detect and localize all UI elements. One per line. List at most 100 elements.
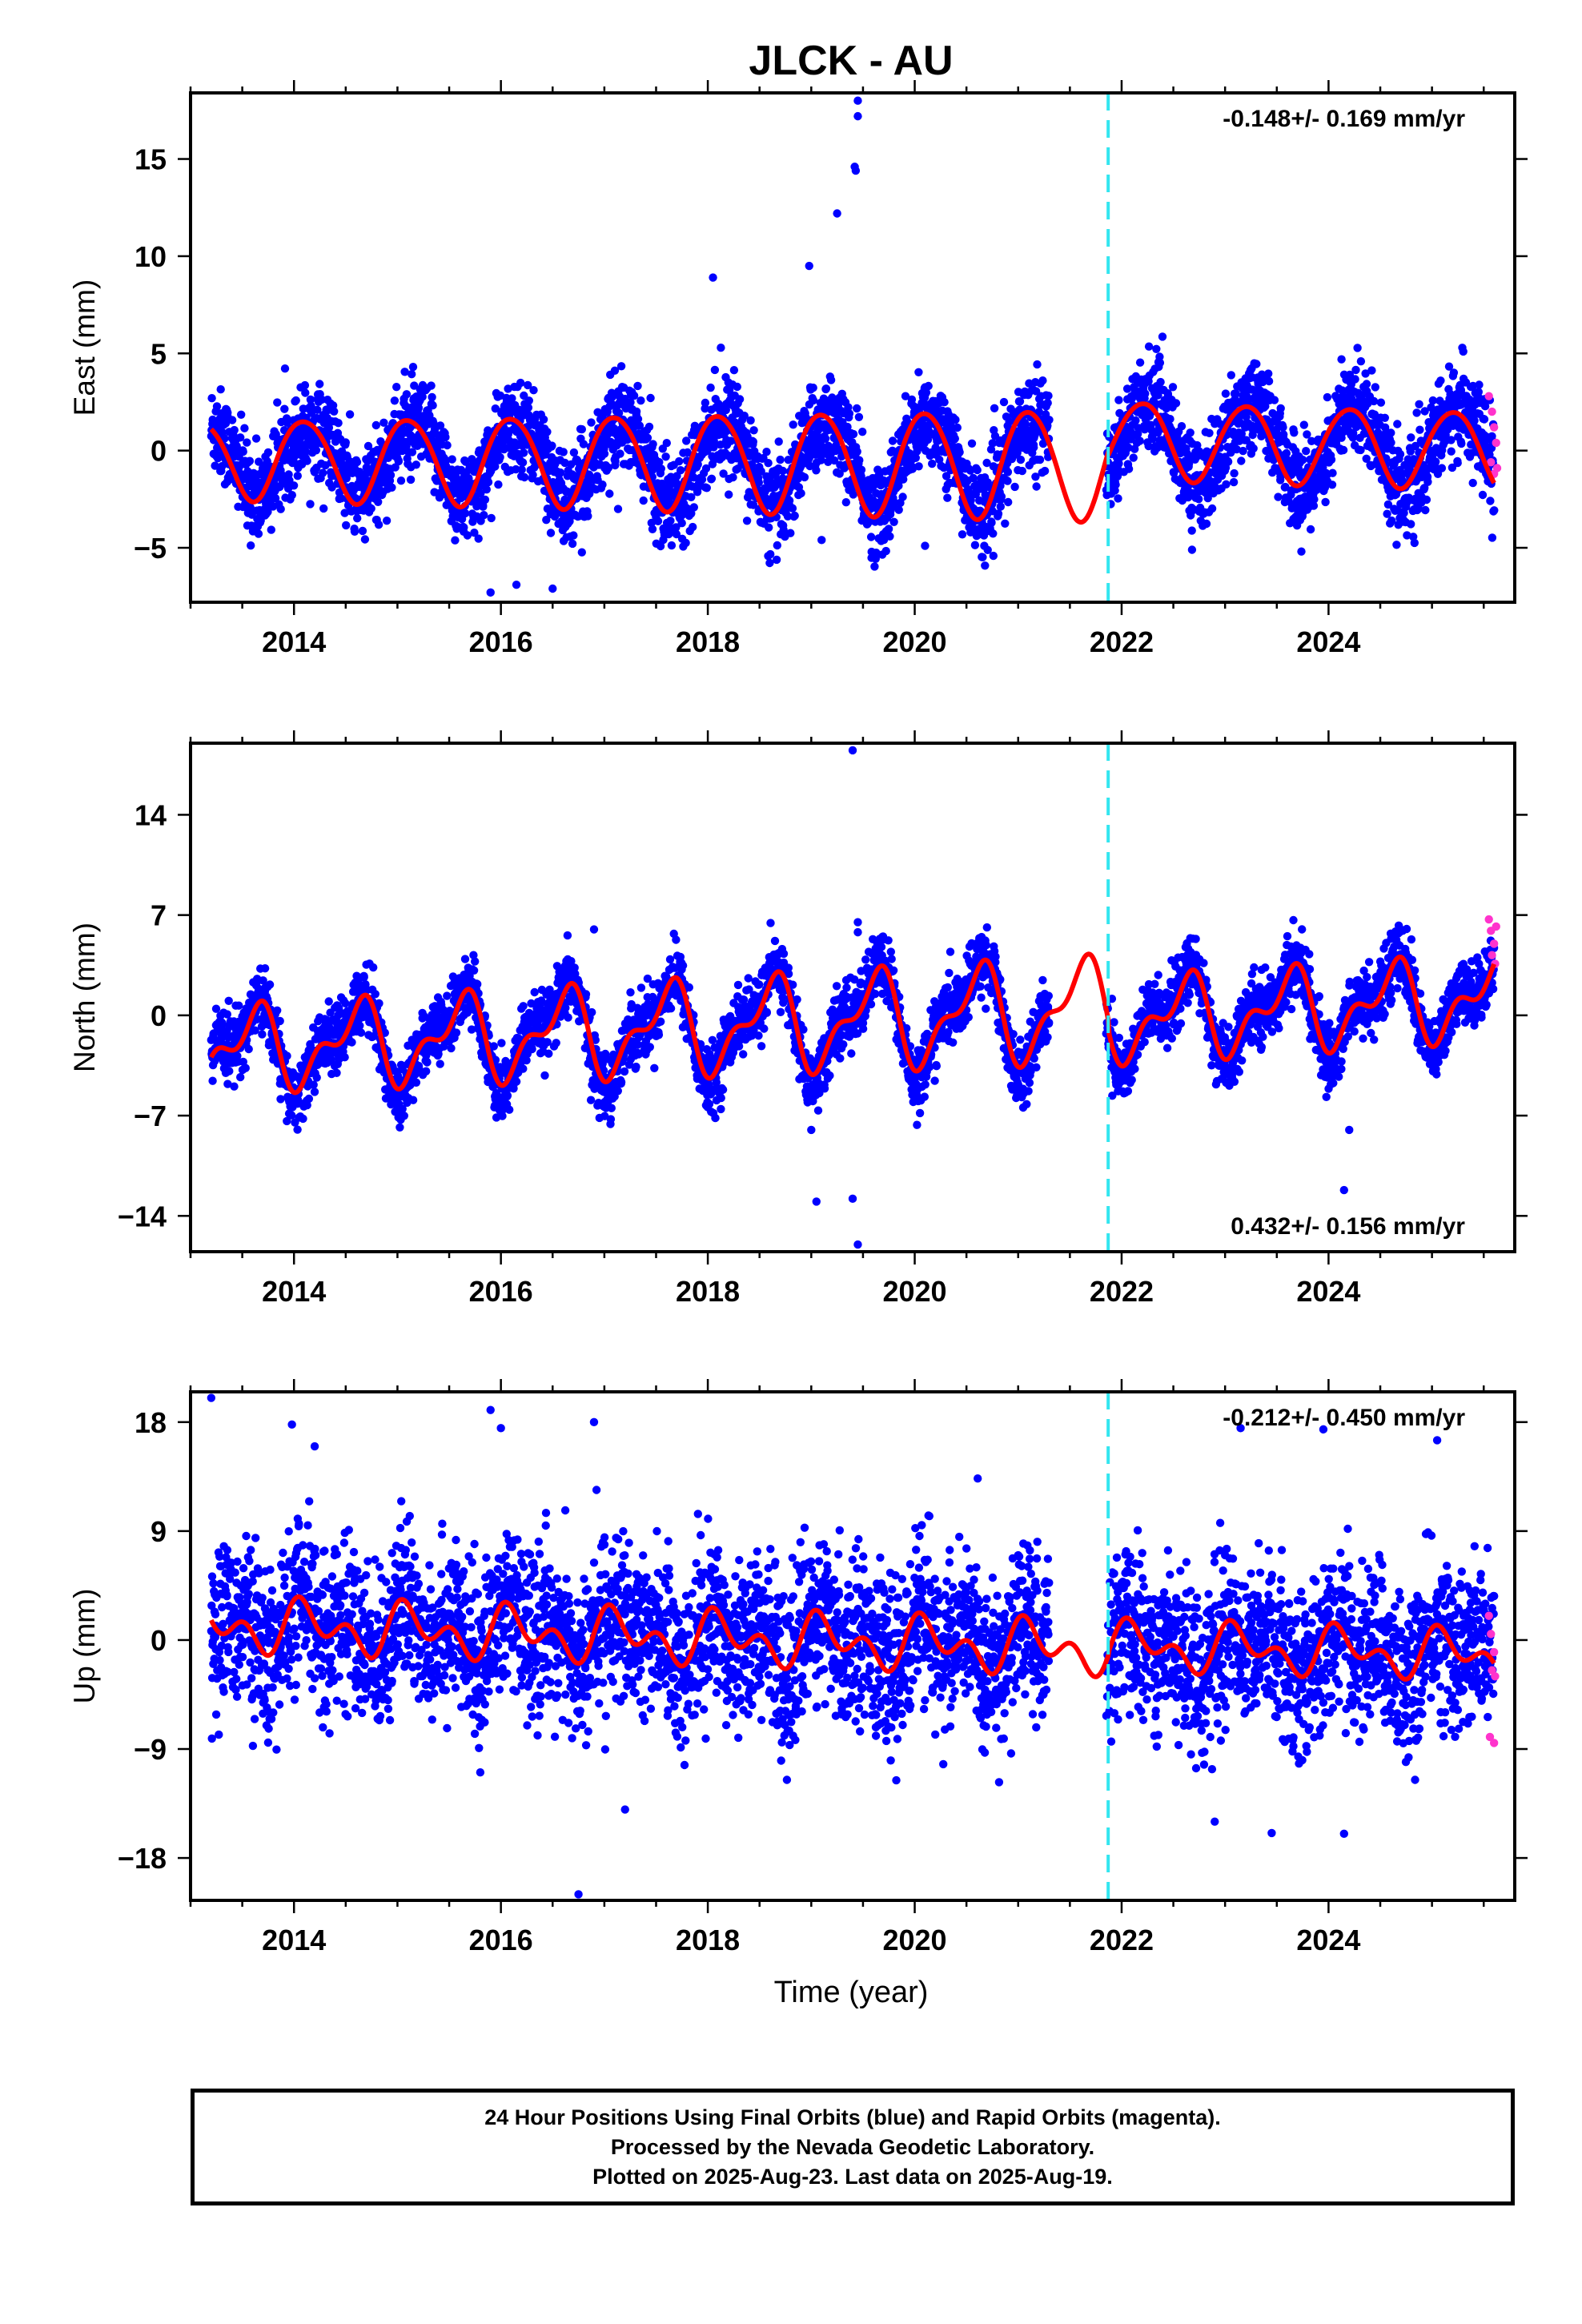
data-point [1144,342,1154,351]
data-point [319,504,328,513]
data-point [303,1100,311,1110]
data-point [1144,441,1153,451]
data-point [1459,347,1468,356]
data-point [491,404,500,413]
data-point [1474,388,1484,396]
data-point [569,448,579,457]
data-point [271,494,280,503]
data-point [350,527,359,536]
data-point [1351,365,1360,375]
data-point [801,413,810,422]
data-point [742,517,752,525]
data-point [710,365,720,375]
data-point [267,525,275,534]
data-point [1156,377,1165,387]
data-point [1387,438,1395,447]
data-point [244,1044,253,1054]
data-point [1171,399,1181,408]
data-point [1230,468,1239,478]
data-point [327,1055,336,1064]
data-point [849,490,858,499]
data-point [1337,355,1346,364]
y-tick-label: −5 [134,532,167,565]
data-point [519,448,528,457]
data-point [387,483,396,492]
data-point [211,461,219,470]
data-point [577,548,586,557]
data-point [966,496,975,505]
data-point [783,512,793,521]
data-point [646,393,655,403]
data-point [805,453,813,463]
data-point [911,453,921,462]
data-point [355,1021,364,1031]
data-point [613,505,623,513]
data-point [1131,416,1140,425]
x-tick-label: 2024 [1296,625,1360,658]
data-point [614,408,624,417]
data-point [301,447,311,456]
data-point [1447,447,1456,456]
data-point [809,396,818,405]
data-point [1044,392,1053,400]
data-point [1449,368,1459,377]
data-point [273,1006,282,1015]
data-point [412,460,420,469]
data-point [418,392,427,401]
data-point [604,463,613,472]
data-point [990,404,999,412]
data-point [857,465,866,474]
data-point [969,473,978,483]
data-point [443,440,452,450]
data-point [844,403,853,412]
data-point [516,378,525,388]
data-point [629,391,639,400]
data-point [345,410,355,419]
data-point [1030,443,1038,452]
data-point [717,344,725,352]
data-point [577,424,586,434]
data-point [740,412,749,420]
outlier-point [548,584,557,593]
data-point [667,541,677,550]
data-point [1323,392,1332,402]
data-point [283,1116,291,1126]
data-point [221,419,231,428]
data-point [772,555,781,565]
y-tick-label: 5 [151,337,167,370]
rapid-point [1487,458,1496,467]
data-point [218,461,227,471]
data-point [1299,456,1307,464]
data-point [1282,448,1291,458]
data-point [1229,477,1239,487]
data-point [1168,383,1178,392]
x-tick-label: 2020 [882,625,946,658]
data-point [754,478,763,487]
data-point [518,458,528,467]
data-point [970,541,980,549]
data-point [441,432,450,442]
data-point [935,455,944,464]
data-point [1403,531,1411,540]
data-point [283,1051,291,1060]
data-point [706,383,715,392]
outlier-point [709,273,717,282]
data-point [1488,533,1497,542]
data-point [1356,445,1365,455]
data-point [889,517,898,526]
data-point [436,421,445,430]
data-point [773,541,781,550]
data-point [1010,482,1019,492]
data-point [1420,407,1429,416]
data-point [598,480,607,489]
data-point [1021,420,1030,428]
data-point [648,525,657,533]
outlier-point [486,588,495,597]
data-point [340,1053,349,1062]
data-point [230,1082,239,1091]
data-point [1135,436,1144,445]
data-point [528,470,537,480]
data-point [996,502,1006,511]
data-point [1032,482,1041,491]
data-point [306,500,315,509]
